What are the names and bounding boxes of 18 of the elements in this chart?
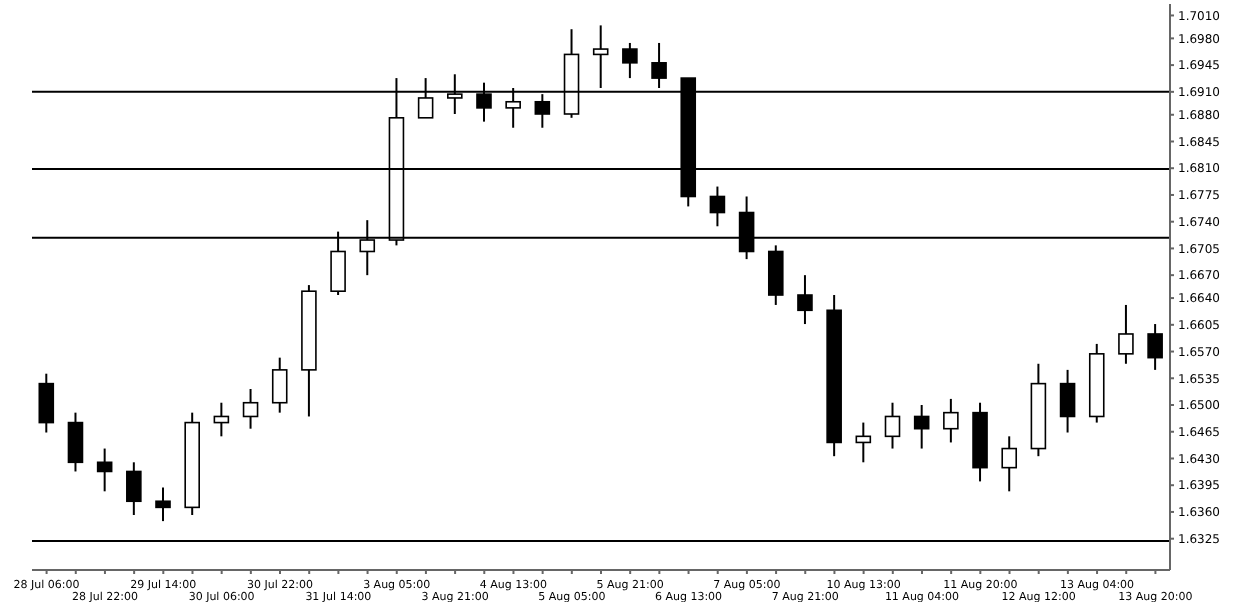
candlestick (943, 397, 959, 444)
candlestick (797, 274, 813, 326)
candlestick (884, 401, 901, 450)
candlestick (67, 411, 84, 473)
candlestick (155, 486, 171, 523)
candlestick (126, 461, 142, 516)
candlestick (271, 356, 288, 414)
candlestick (767, 244, 784, 306)
candlestick (709, 185, 726, 228)
candlestick (1059, 368, 1076, 434)
candlestick (1147, 323, 1163, 371)
candlestick (96, 447, 113, 493)
candlestick (1118, 303, 1134, 365)
candlestick (913, 404, 930, 450)
candlestick (622, 41, 638, 80)
candlestick (242, 387, 259, 430)
candlestick (38, 372, 55, 434)
candlestick (1001, 435, 1018, 493)
